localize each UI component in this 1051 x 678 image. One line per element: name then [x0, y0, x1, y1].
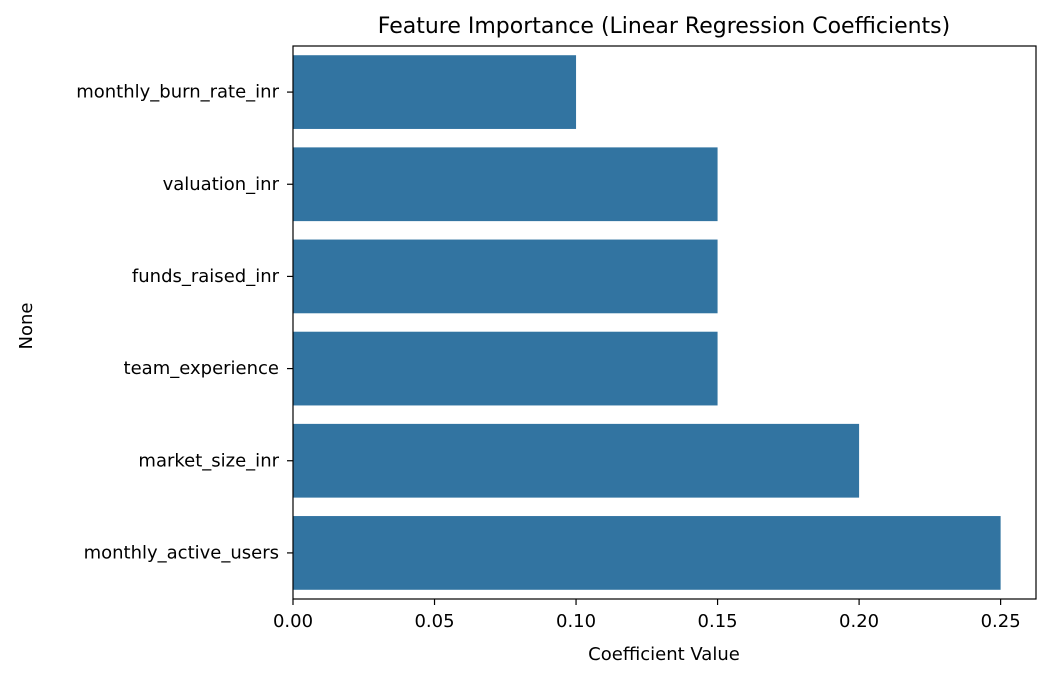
bar-valuation_inr [293, 147, 718, 222]
x-axis-title: Coefficient Value [588, 644, 740, 665]
y-axis-ticks: monthly_burn_rate_inr valuation_inr funds_… [76, 82, 293, 563]
bar-monthly_burn_rate_inr [293, 55, 577, 129]
x-axis-ticks: 0.00 0.05 0.10 0.15 0.20 0.25 [273, 599, 1021, 632]
y-tick-label: valuation_inr [163, 174, 280, 195]
bars [293, 55, 1001, 590]
bar-market_size_inr [293, 423, 860, 498]
x-tick-label: 0.20 [839, 611, 879, 632]
bar-funds_raised_inr [293, 239, 718, 314]
bar-monthly_active_users [293, 516, 1001, 590]
x-tick-label: 0.10 [556, 611, 596, 632]
chart-title: Feature Importance (Linear Regression Co… [378, 14, 950, 39]
y-tick-label: monthly_burn_rate_inr [76, 82, 279, 103]
x-tick-label: 0.25 [981, 611, 1021, 632]
x-tick-label: 0.05 [414, 611, 454, 632]
y-tick-label: funds_raised_inr [132, 266, 280, 287]
y-axis-title: None [16, 303, 37, 350]
bar-team_experience [293, 331, 718, 406]
x-tick-label: 0.15 [698, 611, 738, 632]
y-tick-label: team_experience [124, 358, 279, 379]
x-tick-label: 0.00 [273, 611, 313, 632]
plot-frame [292, 45, 1037, 600]
y-tick-label: market_size_inr [138, 450, 279, 471]
y-tick-label: monthly_active_users [84, 542, 279, 563]
